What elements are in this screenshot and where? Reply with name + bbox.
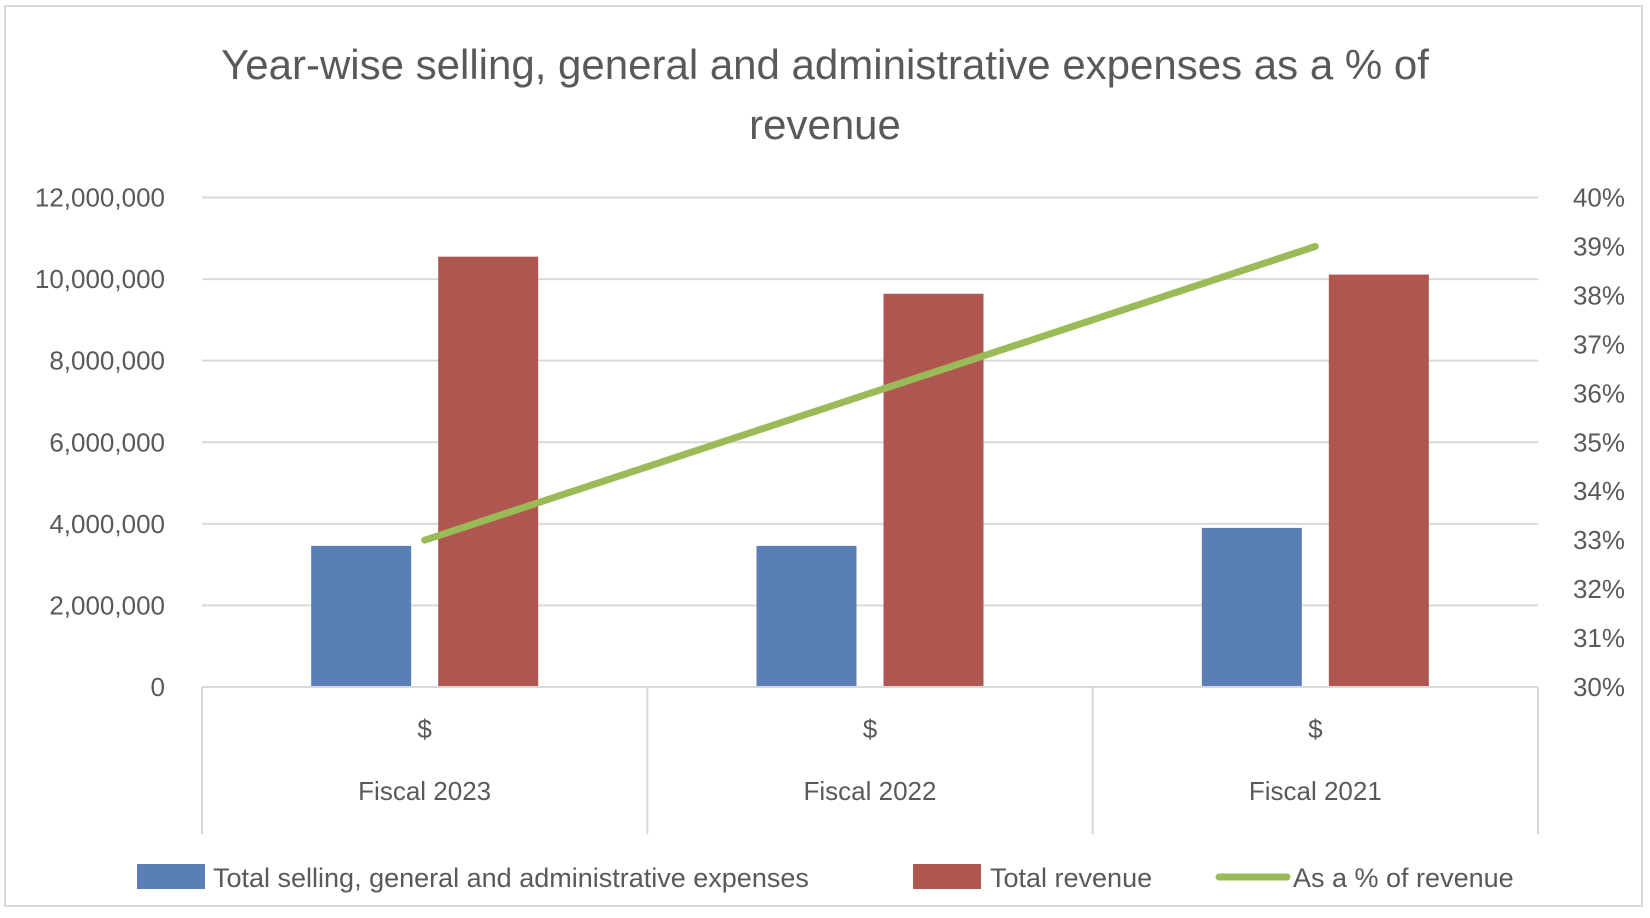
- right-axis-tick-label: 37%: [1573, 329, 1625, 359]
- chart-title-line-1: Year-wise selling, general and administr…: [221, 41, 1429, 88]
- category-label: Fiscal 2022: [804, 776, 937, 806]
- left-axis-tick-label: 4,000,000: [49, 509, 165, 539]
- legend-swatch-sga: [137, 864, 205, 889]
- bars: [311, 256, 1429, 687]
- legend-label: Total revenue: [990, 863, 1152, 893]
- right-axis-tick-label: 30%: [1573, 672, 1625, 702]
- chart-title: Year-wise selling, general and administr…: [221, 41, 1429, 148]
- right-y-axis: 30% 31% 32% 33% 34% 35% 36% 37% 38% 39% 40%: [1573, 183, 1625, 703]
- category-sublabel: $: [1308, 714, 1323, 744]
- left-axis-tick-label: 12,000,000: [35, 183, 165, 213]
- right-axis-tick-label: 33%: [1573, 525, 1625, 555]
- right-axis-tick-label: 34%: [1573, 476, 1625, 506]
- revenue-bar: [438, 256, 539, 687]
- right-axis-tick-label: 40%: [1573, 183, 1625, 213]
- right-axis-tick-label: 39%: [1573, 231, 1625, 261]
- right-axis-tick-label: 36%: [1573, 378, 1625, 408]
- right-axis-tick-label: 38%: [1573, 280, 1625, 310]
- category-axis: $ Fiscal 2023 $ Fiscal 2022 $ Fiscal 2021: [201, 686, 1539, 834]
- legend: Total selling, general and administrativ…: [137, 863, 1514, 893]
- left-axis-tick-label: 0: [151, 672, 165, 702]
- legend-item: Total selling, general and administrativ…: [137, 863, 809, 893]
- revenue-bar: [883, 293, 984, 687]
- left-axis-tick-label: 8,000,000: [49, 346, 165, 376]
- category-label: Fiscal 2021: [1249, 776, 1382, 806]
- right-axis-tick-label: 32%: [1573, 574, 1625, 604]
- legend-label: As a % of revenue: [1293, 863, 1514, 893]
- right-axis-tick-label: 31%: [1573, 623, 1625, 653]
- percent-line-series: [421, 242, 1319, 544]
- left-y-axis: 0 2,000,000 4,000,000 6,000,000 8,000,000 10,…: [35, 183, 165, 703]
- left-axis-tick-label: 2,000,000: [49, 590, 165, 620]
- percent-of-revenue-line: [421, 242, 1319, 544]
- sga-expense-bar: [311, 545, 412, 687]
- chart-title-line-2: revenue: [749, 101, 901, 148]
- legend-label: Total selling, general and administrativ…: [213, 863, 809, 893]
- revenue-bar: [1328, 274, 1429, 687]
- category-sublabel: $: [863, 714, 878, 744]
- left-axis-tick-label: 6,000,000: [49, 427, 165, 457]
- gridlines: [202, 196, 1538, 607]
- legend-item: As a % of revenue: [1215, 863, 1514, 893]
- left-axis-tick-label: 10,000,000: [35, 264, 165, 294]
- category-sublabel: $: [417, 714, 432, 744]
- sga-expense-bar: [756, 545, 857, 687]
- legend-swatch-revenue: [913, 864, 981, 889]
- sga-expense-bar: [1201, 527, 1302, 687]
- category-label: Fiscal 2023: [358, 776, 491, 806]
- legend-item: Total revenue: [913, 863, 1152, 893]
- right-axis-tick-label: 35%: [1573, 427, 1625, 457]
